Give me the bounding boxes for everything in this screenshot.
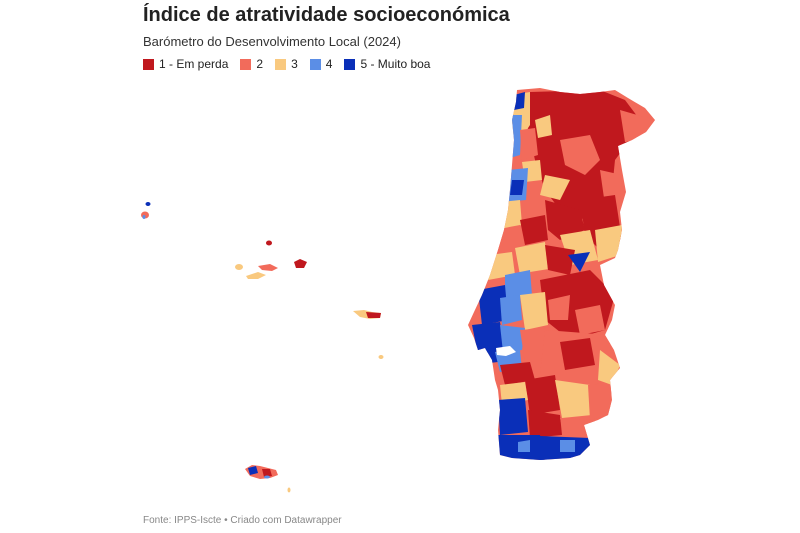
- region-viseu-west: [520, 215, 548, 245]
- region-coimbra-north: [515, 242, 548, 275]
- island-graciosa: [266, 240, 272, 246]
- region-covilha: [568, 252, 590, 272]
- legend-label-4: 4: [325, 57, 333, 71]
- legend-swatch-4: [309, 58, 321, 70]
- region-leiria-east: [500, 295, 522, 325]
- legend-swatch-1: [143, 58, 154, 70]
- legend-item-4: 4: [309, 57, 333, 71]
- region-alentejo-east: [588, 385, 612, 420]
- legend-label-2: 2: [256, 57, 264, 71]
- island-faial: [235, 264, 243, 270]
- region-braga: [520, 128, 538, 160]
- region-minho-yellow: [535, 115, 552, 138]
- legend-label-5: 5 - Muito boa: [360, 57, 431, 71]
- region-douro-yellow: [540, 175, 570, 200]
- region-ribatejo: [520, 328, 548, 362]
- island-flores-west: [142, 215, 146, 219]
- mainland-portugal: [468, 88, 655, 460]
- region-alentejo-litoral: [525, 375, 560, 415]
- region-vila-real-patch: [560, 135, 600, 175]
- region-leiria: [478, 285, 508, 325]
- tagus-estuary: [496, 346, 516, 356]
- region-beja-east: [560, 418, 595, 440]
- region-portalegre: [560, 338, 595, 370]
- choropleth-map: [141, 88, 655, 493]
- legend-item-2: 2: [240, 57, 263, 71]
- madeira-funchal-area: [262, 469, 272, 477]
- region-evora: [555, 380, 592, 418]
- region-cb-west: [548, 295, 570, 320]
- region-lisbon-north: [472, 322, 505, 355]
- source-note: Fonte: IPPS-Iscte • Criado com Datawrapp…: [143, 515, 342, 526]
- madeira-south: [264, 475, 270, 479]
- region-beja: [528, 410, 562, 438]
- region-santarem: [500, 325, 525, 352]
- chart-subtitle: Barómetro do Desenvolvimento Local (2024…: [143, 34, 401, 49]
- island-terceira: [294, 259, 307, 268]
- legend: 1 - Em perda 2 3 4 5 - Muito boa: [143, 57, 442, 71]
- island-santa-maria: [378, 355, 384, 359]
- legend-item-5: 5 - Muito boa: [344, 57, 430, 71]
- island-sao-jorge: [258, 264, 278, 271]
- region-coimbra: [505, 270, 532, 300]
- legend-item-1: 1 - Em perda: [143, 57, 228, 71]
- region-lisbon: [470, 348, 498, 365]
- region-guarda-east: [595, 225, 622, 262]
- chart-title: Índice de atratividade socioeconómica: [143, 4, 510, 26]
- legend-label-3: 3: [291, 57, 298, 71]
- island-porto-santo: [287, 487, 291, 493]
- region-serra-estrela: [545, 245, 575, 275]
- region-tomar: [520, 292, 548, 330]
- region-sines: [498, 398, 528, 435]
- madeira-islands: [245, 465, 291, 493]
- region-porto-center: [510, 180, 524, 195]
- island-pico: [246, 272, 266, 279]
- legend-swatch-2: [240, 58, 252, 70]
- region-caminha: [514, 92, 525, 110]
- region-setubal: [500, 362, 535, 385]
- azores-islands: [141, 202, 384, 359]
- region-cb-patch: [575, 305, 605, 335]
- madeira-west: [248, 466, 258, 475]
- region-lagos: [518, 440, 530, 452]
- island-corvo: [145, 202, 151, 206]
- region-faro: [560, 440, 575, 452]
- legend-swatch-5: [344, 58, 356, 70]
- region-viseu: [545, 200, 585, 240]
- region-douro-east: [600, 170, 622, 205]
- legend-label-1: 1 - Em perda: [159, 57, 229, 71]
- legend-swatch-3: [275, 58, 287, 70]
- island-sao-miguel-east: [366, 312, 381, 318]
- legend-item-3: 3: [275, 57, 298, 71]
